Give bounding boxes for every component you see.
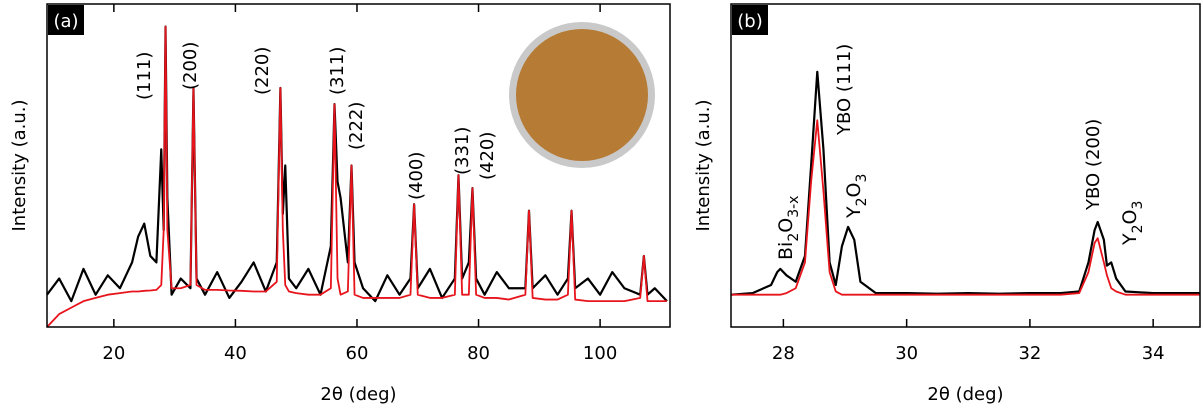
x-tick-label: 30 — [895, 343, 918, 364]
y-axis-label: Intensity (a.u.) — [693, 100, 714, 232]
x-axis-label: 2θ (deg) — [927, 384, 1003, 405]
data-line — [46, 25, 668, 303]
formula-part: O — [775, 218, 797, 233]
formula-part: O — [843, 183, 865, 198]
formula-part: Bi — [775, 242, 797, 260]
x-tick-label: 40 — [224, 343, 247, 364]
x-tick-label: 28 — [772, 343, 795, 364]
peak-annotation: (222) — [346, 102, 367, 150]
plot-frame — [730, 3, 1201, 328]
peak-annotation: Bi2O3-x — [775, 196, 802, 260]
subscript: 2 — [786, 233, 802, 242]
panel-label: (b) — [737, 11, 762, 32]
inset-photo — [509, 22, 655, 168]
peak-annotation: (420) — [477, 132, 498, 180]
data-line — [730, 70, 1200, 296]
peak-annotation: (220) — [252, 47, 273, 95]
peak-annotation: Y2O3 — [1119, 201, 1146, 246]
y-axis-label: Intensity (a.u.) — [9, 100, 30, 232]
peak-annotation: Y2O3 — [843, 174, 870, 219]
peak-annotation: (331) — [452, 127, 473, 175]
peak-annotation: (111) — [134, 52, 155, 100]
x-tick-label: 100 — [583, 343, 617, 364]
x-tick-label: 60 — [346, 343, 369, 364]
sample-disk — [516, 29, 648, 161]
subscript: 3 — [854, 174, 870, 183]
x-tick-label: 20 — [102, 343, 125, 364]
data-line — [46, 25, 667, 328]
peak-annotation: YBO (200) — [1083, 119, 1104, 211]
panel-label-box — [48, 5, 84, 35]
x-tick-label: 80 — [467, 343, 490, 364]
peak-annotation: (400) — [406, 152, 427, 200]
formula-part: Y — [1119, 233, 1141, 246]
subscript: 2 — [854, 197, 870, 206]
subscript: 3-x — [786, 196, 802, 218]
subscript: 3 — [1130, 201, 1146, 210]
formula-part: O — [1119, 210, 1141, 225]
peak-annotation: (311) — [327, 47, 348, 95]
data-line — [731, 119, 1200, 296]
x-axis-label: 2θ (deg) — [320, 384, 396, 405]
formula-part: Y — [843, 206, 865, 219]
panel-label: (a) — [53, 11, 78, 32]
plot-frame — [46, 3, 671, 328]
panel-label-box — [732, 5, 768, 35]
subscript: 2 — [1130, 224, 1146, 233]
x-tick-label: 32 — [1018, 343, 1041, 364]
peak-annotation: YBO (111) — [834, 44, 855, 136]
x-tick-label: 34 — [1142, 343, 1165, 364]
peak-annotation: (200) — [180, 42, 201, 90]
